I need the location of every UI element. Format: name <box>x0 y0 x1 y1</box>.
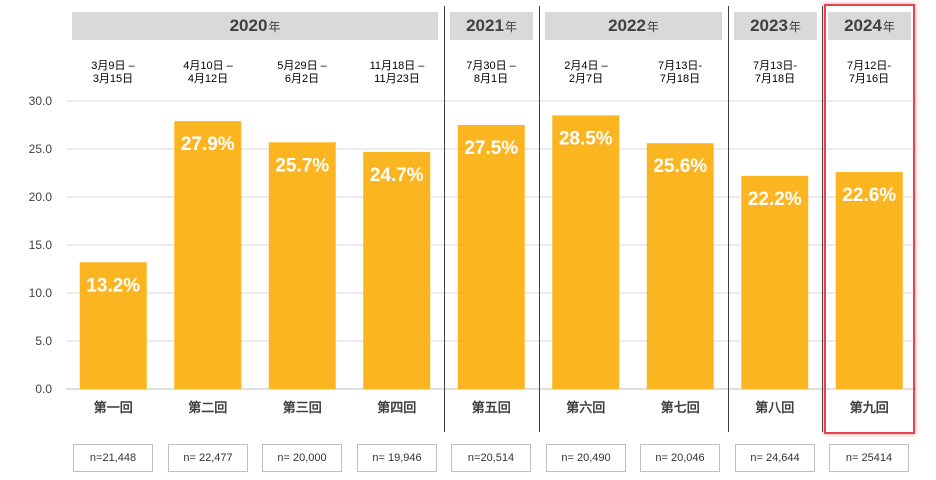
year-header-2021: 2021 年 <box>450 12 533 40</box>
sample-size-box: n= 22,477 <box>168 444 248 472</box>
y-tick-label: 30.0 <box>29 94 53 108</box>
bar <box>363 151 431 389</box>
bar-value-label: 27.9% <box>181 134 235 155</box>
x-category-label: 第一回 <box>94 400 133 415</box>
bar <box>741 175 809 389</box>
year-separator <box>822 6 823 432</box>
y-tick-label: 5.0 <box>35 334 52 348</box>
survey-date-range: 3月9日 – 3月15日 <box>91 60 135 85</box>
x-category-label: 第八回 <box>755 400 794 415</box>
bar <box>646 143 714 389</box>
survey-date-range: 7月30日 – 8月1日 <box>466 60 516 85</box>
sample-size-box: n= 20,490 <box>546 444 626 472</box>
bar-value-label: 22.2% <box>748 189 802 210</box>
bar-value-label: 22.6% <box>842 185 896 206</box>
year-unit: 年 <box>788 19 801 34</box>
x-category-label: 第五回 <box>472 400 511 415</box>
bar-value-label: 25.6% <box>653 156 707 177</box>
y-tick-label: 15.0 <box>29 238 53 252</box>
year-header-2024: 2024 年 <box>828 12 911 40</box>
bar-value-label: 25.7% <box>275 155 329 176</box>
bar <box>457 125 525 389</box>
x-category-label: 第七回 <box>661 400 700 415</box>
year-value: 2020 <box>229 16 268 35</box>
year-header-2022: 2022 年 <box>545 12 722 40</box>
survey-date-range: 7月13日- 7月18日 <box>752 60 798 85</box>
survey-date-range: 4月10日 – 4月12日 <box>183 60 233 85</box>
year-value: 2023 <box>750 16 788 35</box>
year-unit: 年 <box>882 19 895 34</box>
sample-size-box: n=21,448 <box>73 444 153 472</box>
year-value: 2024 <box>844 16 882 35</box>
y-tick-label: 20.0 <box>29 190 53 204</box>
bar <box>174 121 242 389</box>
x-category-label: 第六回 <box>566 400 605 415</box>
y-tick-label: 10.0 <box>29 286 53 300</box>
survey-date-range: 5月29日 – 6月2日 <box>277 60 327 85</box>
bar <box>835 172 903 389</box>
x-category-label: 第三回 <box>283 400 322 415</box>
sample-size-box: n= 19,946 <box>357 444 437 472</box>
bar-value-label: 13.2% <box>86 275 140 296</box>
year-separator <box>728 6 729 432</box>
bar <box>552 115 620 390</box>
sample-size-box: n= 20,046 <box>640 444 720 472</box>
bar <box>79 262 147 389</box>
survey-date-range: 7月13日- 7月18日 <box>657 60 703 85</box>
y-tick-label: 0.0 <box>35 382 52 396</box>
sample-size-box: n=20,514 <box>451 444 531 472</box>
year-header-2020: 2020 年 <box>72 12 438 40</box>
year-value: 2021 <box>466 16 504 35</box>
year-unit: 年 <box>646 19 659 34</box>
year-header-2023: 2023 年 <box>734 12 817 40</box>
sample-size-box: n= 20,000 <box>262 444 342 472</box>
survey-date-range: 11月18日 – 11月23日 <box>369 60 425 85</box>
survey-date-range: 2月4日 – 2月7日 <box>564 60 608 85</box>
year-separator <box>539 6 540 432</box>
year-value: 2022 <box>608 16 646 35</box>
year-separator <box>444 6 445 432</box>
sample-size-box: n= 24,644 <box>735 444 815 472</box>
survey-date-range: 7月12日- 7月16日 <box>846 60 892 85</box>
year-unit: 年 <box>268 19 281 34</box>
bar-value-label: 27.5% <box>464 138 518 159</box>
x-category-label: 第二回 <box>188 400 227 415</box>
year-unit: 年 <box>504 19 517 34</box>
x-category-label: 第四回 <box>377 400 416 415</box>
bar-value-label: 24.7% <box>370 165 424 186</box>
bar <box>268 142 336 389</box>
sample-size-box: n= 25414 <box>829 444 909 472</box>
bar-value-label: 28.5% <box>559 128 613 149</box>
x-category-label: 第九回 <box>850 400 889 415</box>
y-tick-label: 25.0 <box>29 142 53 156</box>
